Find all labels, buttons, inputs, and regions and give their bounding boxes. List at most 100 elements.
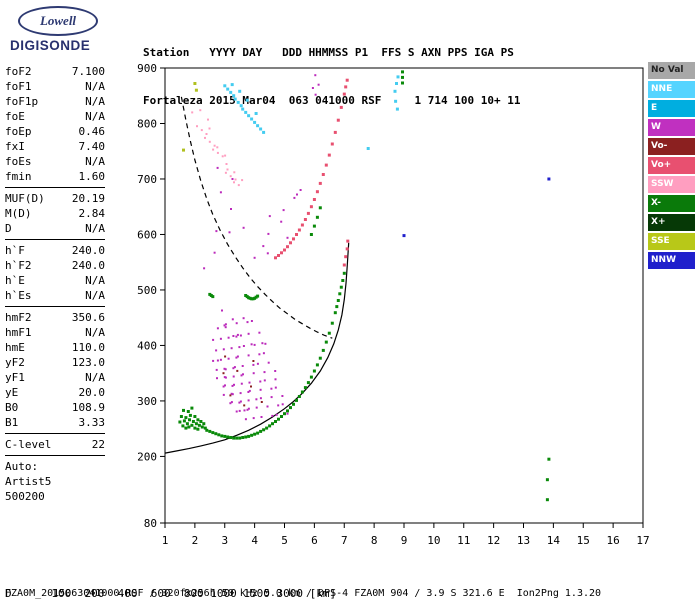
echo-point <box>215 230 218 233</box>
echo-point <box>226 87 230 91</box>
echo-point <box>229 436 233 439</box>
echo-point <box>219 358 222 361</box>
param-row-hf: h`F 240.0 <box>5 243 105 258</box>
param-label: foF1 <box>5 80 32 93</box>
echo-point <box>221 309 223 312</box>
echo-point <box>221 155 224 158</box>
echo-point <box>327 153 331 157</box>
legend-item-w: W <box>648 119 695 136</box>
param-value: N/A <box>85 289 105 302</box>
echo-point <box>324 340 328 344</box>
echo-point <box>252 363 255 366</box>
echo-point <box>233 366 236 369</box>
echo-point <box>247 407 250 410</box>
echo-point <box>232 367 235 370</box>
echo-point <box>248 381 251 384</box>
param-value: 240.0 <box>71 244 105 257</box>
param-value: 3.33 <box>78 416 106 429</box>
echo-point <box>247 332 250 335</box>
echo-point <box>245 98 249 102</box>
echo-point <box>229 394 232 397</box>
echo-point <box>303 386 307 390</box>
param-separator <box>5 455 105 456</box>
param-label: M(D) <box>5 207 32 220</box>
echo-point <box>231 384 234 387</box>
echo-point <box>178 420 182 424</box>
digisonde-logo: Lowell DIGISONDE <box>10 6 120 53</box>
echo-point <box>339 105 343 109</box>
param-value: 123.0 <box>71 356 105 369</box>
param-row-foes: foEs N/A <box>5 154 105 169</box>
echo-point <box>250 320 253 322</box>
echo-point <box>217 433 221 437</box>
echo-point <box>182 408 185 412</box>
echo-point <box>265 426 269 430</box>
echo-point <box>193 82 197 85</box>
x-tick-label: 3 <box>221 534 228 547</box>
y-tick-label: 600 <box>137 228 157 241</box>
echo-point <box>402 234 406 238</box>
param-label: fmin <box>5 170 32 183</box>
param-label: yE <box>5 386 19 399</box>
echo-point <box>243 404 246 407</box>
echo-point <box>274 370 277 372</box>
echo-point <box>345 78 349 82</box>
echo-point <box>232 436 236 440</box>
echo-point <box>258 353 261 356</box>
param-row-fof2: foF2 7.100 <box>5 64 105 79</box>
echo-point <box>208 429 212 433</box>
param-label: hmF2 <box>5 311 32 324</box>
echo-point <box>295 233 298 236</box>
echo-point <box>224 323 227 326</box>
echo-point <box>345 247 349 251</box>
echo-point <box>266 252 269 255</box>
legend-item-nne: NNE <box>648 81 695 98</box>
y-tick-label: 400 <box>137 339 157 352</box>
x-tick-label: 17 <box>636 534 649 547</box>
echo-point <box>254 112 258 115</box>
echo-point <box>219 337 222 340</box>
echo-point <box>252 372 255 375</box>
x-tick-label: 10 <box>427 534 440 547</box>
echo-point <box>262 352 265 355</box>
echo-point <box>184 416 188 420</box>
echo-point <box>188 413 192 417</box>
echo-point <box>237 184 240 187</box>
ionogram-plot-area: 1 2 3 4 5 6 7 8 9 10 11 12 13 14 15 16 17 80 200 300 400 500 6… <box>130 58 660 564</box>
param-row-hme: hmE 110.0 <box>5 340 105 355</box>
echo-point <box>547 177 551 181</box>
echo-point <box>240 382 243 385</box>
parameter-panel: foF2 7.100 foF1 N/A foF1p N/A foE N/A foEp 0.46 fx… <box>5 64 105 504</box>
x-tick-label: 14 <box>547 534 561 547</box>
echo-point <box>214 432 218 436</box>
echo-point <box>182 148 185 152</box>
param-label: B1 <box>5 416 19 429</box>
echo-point <box>283 412 286 416</box>
echo-point <box>204 136 206 139</box>
legend-item-e: E <box>648 100 695 117</box>
x-tick-label: 12 <box>487 534 500 547</box>
echo-point <box>228 231 231 234</box>
echo-point <box>280 220 283 223</box>
echo-point <box>241 365 244 367</box>
param-row-hf2: h`F2 240.0 <box>5 258 105 273</box>
autoscaling-info-line: Artist5 <box>5 475 52 488</box>
x-axis: 1 2 3 4 5 6 7 8 9 10 11 12 13 14 15 16 17 <box>162 523 650 547</box>
echo-point <box>256 294 260 298</box>
echo-point <box>200 425 204 429</box>
x-tick-label: 8 <box>371 534 378 547</box>
echo-point <box>216 359 219 362</box>
echo-point <box>344 255 348 259</box>
echo-point <box>238 401 241 404</box>
echo-point <box>297 395 301 398</box>
echo-point <box>271 422 274 426</box>
param-row-hes: h`Es N/A <box>5 288 105 303</box>
d-distance-row: D 100 200 400 600 800 1000 1500 3000 [km… <box>5 587 337 600</box>
echo-point <box>289 406 292 410</box>
x-tick-label: 1 <box>162 534 169 547</box>
echo-point <box>241 436 245 439</box>
echo-point <box>241 107 245 111</box>
param-value: N/A <box>85 95 105 108</box>
echo-point <box>194 88 198 92</box>
echo-point <box>336 299 340 302</box>
